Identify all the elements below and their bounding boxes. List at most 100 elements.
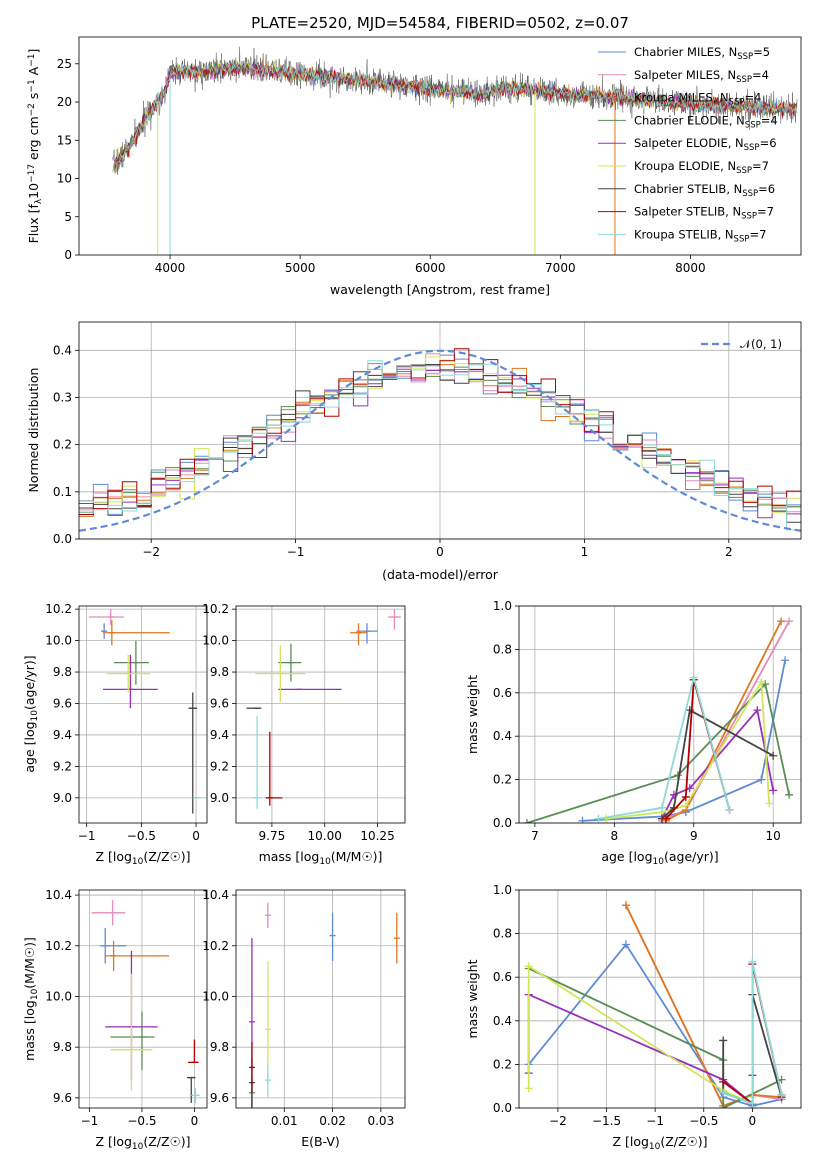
legend-pre: Kroupa MILES, N	[634, 91, 729, 105]
weight-marker-0	[757, 775, 766, 784]
x-tick-label: 4000	[155, 261, 186, 275]
x-axis-label-pre: mass [log	[259, 849, 320, 864]
legend-pre: Kroupa STELIB, N	[634, 227, 734, 241]
weight-marker-6	[719, 1036, 728, 1045]
weight-line-6	[661, 708, 774, 820]
y-tick-label: 0.3	[53, 390, 72, 404]
legend-sub: SSP	[741, 212, 757, 222]
axes-frame	[78, 321, 802, 540]
weight-line-5	[527, 964, 754, 1105]
x-tick-label: −1	[287, 545, 305, 559]
x-tick-label: 8000	[675, 261, 706, 275]
legend-sub: SSP	[742, 189, 758, 199]
legend-post: =4	[752, 68, 769, 82]
weight-marker-6	[769, 751, 778, 760]
x-axis-label: (data-model)/error	[382, 567, 499, 582]
x-axis-label-sub: 10	[649, 1142, 661, 1152]
y-label-part-h: −1	[27, 79, 37, 92]
x-tick-label: −2	[142, 545, 160, 559]
y-axis-label: Flux [fλ10−17 erg cm−2 s−1 A−1]	[26, 49, 44, 244]
x-tick-label: 9	[690, 829, 698, 843]
y-tick-label: 9.8	[53, 665, 72, 679]
weight-marker-8	[594, 814, 603, 823]
axes-frame	[235, 889, 406, 1109]
x-tick-label: 0.03	[367, 1114, 394, 1128]
legend-sub: SSP	[745, 120, 761, 130]
panel-spectrum: 4000 5000 6000 7000 8000 0 5 10 15 20 25 wavelength…	[26, 36, 802, 297]
legend-post: =4	[761, 113, 778, 127]
plot-area	[524, 901, 786, 1108]
plot-area	[522, 617, 794, 823]
x-axis-label-pre: Z [log	[95, 1134, 131, 1149]
y-tick-label: 0.8	[493, 927, 512, 941]
x-tick-label: −0.5	[127, 1114, 156, 1128]
y-axis-label-pre: age [log	[22, 721, 37, 772]
weight-marker-3	[785, 790, 794, 799]
legend-entry-6: Chabrier STELIB, NSSP=6	[634, 182, 775, 199]
axes-frame	[78, 605, 208, 824]
y-tick-label: 10.0	[202, 989, 229, 1003]
y-tick-label: 10.2	[202, 602, 229, 616]
y-tick-label: 0.8	[493, 642, 512, 656]
legend-sub: SSP	[736, 75, 752, 85]
x-tick-label: 0.02	[319, 1114, 346, 1128]
weight-line-3	[526, 682, 790, 823]
x-axis-label-post: (age/yr)]	[664, 849, 719, 864]
y-label-part-i: A	[26, 66, 41, 79]
weight-line-8	[598, 677, 731, 820]
weight-marker-3	[719, 1104, 728, 1108]
y-label-part-g: s	[26, 93, 41, 104]
y-axis-label: age [log10(age/yr)]	[22, 655, 40, 772]
legend-pre: Salpeter MILES, N	[634, 68, 736, 82]
x-tick-label: 10.00	[308, 829, 342, 843]
legend-sub: SSP	[744, 143, 760, 153]
y-tick-label: 1.0	[493, 599, 512, 613]
y-axis-label: mass [log10(M/M☉)]	[22, 937, 40, 1061]
weight-marker-0	[621, 940, 630, 949]
normal-curve	[79, 349, 801, 532]
weight-marker-5	[681, 801, 690, 810]
y-axis-label-sub: 10	[30, 988, 40, 1000]
legend-post: =6	[758, 182, 775, 196]
x-axis-label-pre: Z [log	[612, 1134, 648, 1149]
weight-line-8	[722, 961, 783, 1105]
legend-entry-4: Salpeter ELODIE, NSSP=6	[634, 136, 777, 153]
legend-entry-7: Salpeter STELIB, NSSP=7	[634, 205, 774, 222]
x-tick-label: 9.75	[259, 829, 286, 843]
x-tick-label: 1	[581, 545, 589, 559]
x-axis-label-pre: Z [log	[95, 849, 131, 864]
y-tick-label: 9.6	[210, 1091, 229, 1105]
y-axis-label: mass weight	[465, 675, 480, 754]
legend-pre: Salpeter ELODIE, N	[634, 136, 744, 150]
y-label-part-b: λ	[34, 198, 44, 204]
y-tick-label: 10.0	[45, 989, 72, 1003]
weight-marker-0	[578, 816, 587, 823]
panel-mass-vs-ebv: 0.01 0.02 0.03 9.6 9.8 10.0 10.2 10.4 E(B-V)	[202, 888, 406, 1149]
weight-marker-5	[765, 799, 774, 808]
y-tick-label: 20	[57, 95, 72, 109]
y-tick-label: 10.0	[202, 634, 229, 648]
y-tick-label: 10.4	[202, 888, 229, 902]
weight-marker-5	[524, 962, 533, 971]
weight-marker-5	[524, 1084, 533, 1093]
y-tick-label: 10.2	[45, 602, 72, 616]
x-tick-label: 2	[725, 545, 733, 559]
y-tick-label: 25	[57, 57, 72, 71]
plot-area	[91, 900, 200, 1103]
y-tick-label: 10.2	[202, 939, 229, 953]
x-axis-label-sub: 10	[319, 857, 331, 867]
y-tick-label: 0.1	[53, 485, 72, 499]
plot-area	[248, 902, 400, 1108]
weight-marker-0	[781, 656, 790, 665]
x-tick-label: −1	[81, 1114, 99, 1128]
y-tick-label: 9.4	[53, 728, 72, 742]
y-tick-label: 9.4	[210, 728, 229, 742]
legend-entry-2: Kroupa MILES, NSSP=4	[634, 91, 761, 108]
y-tick-label: 0.4	[493, 1014, 512, 1028]
x-axis-label-pre: age [log	[601, 849, 652, 864]
panel-age-vs-mass: 9.75 10.00 10.25 9.0 9.2 9.4 9.6 9.8 10.0 10.2 mas…	[202, 602, 406, 867]
x-tick-label: 10.25	[360, 829, 394, 843]
legend-label: 𝒩(0, 1)	[740, 337, 782, 351]
